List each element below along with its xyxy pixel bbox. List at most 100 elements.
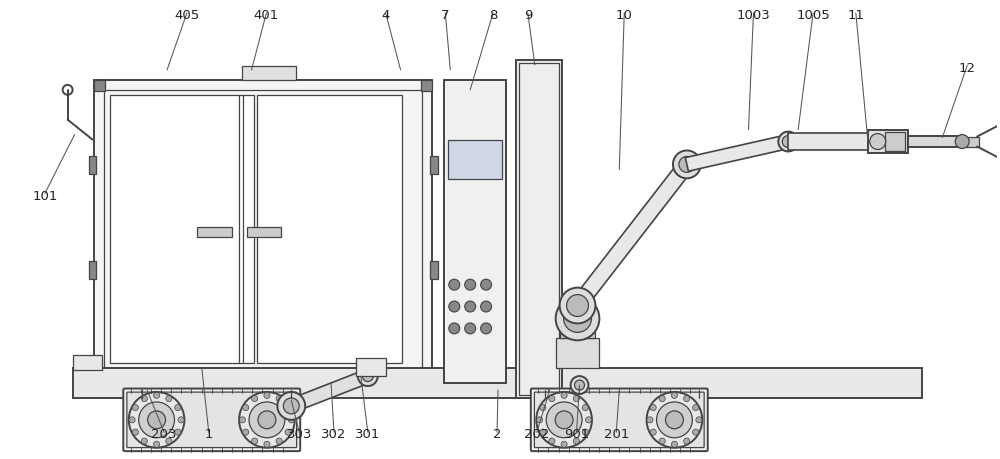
Circle shape bbox=[537, 417, 543, 423]
Circle shape bbox=[647, 417, 653, 423]
Bar bbox=[73, 355, 102, 370]
Circle shape bbox=[362, 371, 373, 382]
Circle shape bbox=[778, 132, 798, 152]
Text: 201: 201 bbox=[604, 427, 629, 440]
Circle shape bbox=[465, 280, 476, 291]
Bar bbox=[73, 369, 922, 398]
Text: 1003: 1003 bbox=[737, 9, 770, 22]
Text: 405: 405 bbox=[174, 9, 200, 22]
Circle shape bbox=[449, 302, 460, 312]
Bar bbox=[430, 157, 438, 175]
Circle shape bbox=[659, 396, 665, 402]
Circle shape bbox=[582, 405, 588, 411]
Circle shape bbox=[175, 405, 181, 411]
FancyBboxPatch shape bbox=[127, 392, 297, 448]
Text: 4: 4 bbox=[382, 9, 390, 22]
Text: 2: 2 bbox=[493, 427, 501, 440]
Text: 301: 301 bbox=[355, 427, 380, 440]
FancyBboxPatch shape bbox=[534, 392, 704, 448]
Bar bbox=[448, 140, 502, 180]
Circle shape bbox=[671, 392, 678, 398]
Polygon shape bbox=[571, 160, 693, 311]
Circle shape bbox=[465, 302, 476, 312]
Circle shape bbox=[129, 417, 135, 423]
Circle shape bbox=[684, 396, 690, 402]
Bar bbox=[560, 327, 595, 339]
Circle shape bbox=[252, 438, 258, 444]
Polygon shape bbox=[685, 135, 790, 172]
Bar bbox=[356, 358, 386, 376]
Text: 11: 11 bbox=[847, 9, 864, 22]
Circle shape bbox=[555, 411, 573, 429]
Circle shape bbox=[693, 405, 699, 411]
Circle shape bbox=[239, 417, 245, 423]
Text: 901: 901 bbox=[564, 427, 589, 440]
Circle shape bbox=[63, 86, 73, 95]
Circle shape bbox=[132, 405, 138, 411]
Circle shape bbox=[449, 323, 460, 334]
Circle shape bbox=[546, 402, 582, 438]
FancyBboxPatch shape bbox=[123, 389, 300, 451]
Circle shape bbox=[139, 402, 174, 438]
Circle shape bbox=[449, 280, 460, 291]
Circle shape bbox=[166, 438, 172, 444]
Circle shape bbox=[276, 438, 282, 444]
Circle shape bbox=[582, 429, 588, 435]
Circle shape bbox=[465, 323, 476, 334]
Circle shape bbox=[277, 392, 305, 420]
Bar bbox=[908, 136, 962, 148]
Circle shape bbox=[573, 396, 579, 402]
Circle shape bbox=[288, 417, 294, 423]
Circle shape bbox=[358, 366, 378, 386]
Circle shape bbox=[696, 417, 702, 423]
Circle shape bbox=[693, 429, 699, 435]
Text: 302: 302 bbox=[321, 427, 347, 440]
Circle shape bbox=[132, 429, 138, 435]
Circle shape bbox=[285, 405, 291, 411]
Bar bbox=[516, 61, 562, 398]
Circle shape bbox=[258, 411, 276, 429]
Bar bbox=[885, 132, 905, 152]
Circle shape bbox=[141, 396, 147, 402]
Circle shape bbox=[782, 136, 794, 148]
Circle shape bbox=[671, 441, 678, 448]
Circle shape bbox=[481, 323, 492, 334]
Bar bbox=[430, 261, 438, 279]
Circle shape bbox=[870, 134, 886, 150]
Circle shape bbox=[239, 392, 295, 448]
Circle shape bbox=[129, 392, 184, 448]
Circle shape bbox=[178, 417, 184, 423]
Text: 1: 1 bbox=[205, 427, 213, 440]
Bar bbox=[421, 81, 432, 92]
Circle shape bbox=[154, 392, 160, 398]
Bar bbox=[957, 137, 979, 147]
Circle shape bbox=[647, 392, 702, 448]
Circle shape bbox=[264, 392, 270, 398]
Circle shape bbox=[657, 402, 692, 438]
Text: 12: 12 bbox=[959, 62, 976, 74]
Circle shape bbox=[575, 380, 584, 390]
Circle shape bbox=[481, 280, 492, 291]
Text: 10: 10 bbox=[616, 9, 633, 22]
Bar bbox=[421, 372, 432, 383]
Circle shape bbox=[141, 438, 147, 444]
Text: 1005: 1005 bbox=[796, 9, 830, 22]
Circle shape bbox=[573, 438, 579, 444]
Bar bbox=[94, 81, 105, 92]
Polygon shape bbox=[788, 133, 873, 151]
Text: 203: 203 bbox=[151, 427, 177, 440]
Circle shape bbox=[536, 392, 592, 448]
Bar bbox=[519, 64, 559, 395]
Text: 303: 303 bbox=[287, 427, 312, 440]
Text: 8: 8 bbox=[489, 9, 497, 22]
Polygon shape bbox=[289, 370, 370, 413]
Bar bbox=[444, 81, 506, 383]
Circle shape bbox=[540, 405, 546, 411]
Circle shape bbox=[567, 295, 588, 317]
Circle shape bbox=[679, 157, 695, 173]
Text: 401: 401 bbox=[254, 9, 279, 22]
Circle shape bbox=[166, 396, 172, 402]
Circle shape bbox=[955, 135, 969, 149]
Bar bbox=[89, 157, 96, 175]
Circle shape bbox=[586, 417, 592, 423]
